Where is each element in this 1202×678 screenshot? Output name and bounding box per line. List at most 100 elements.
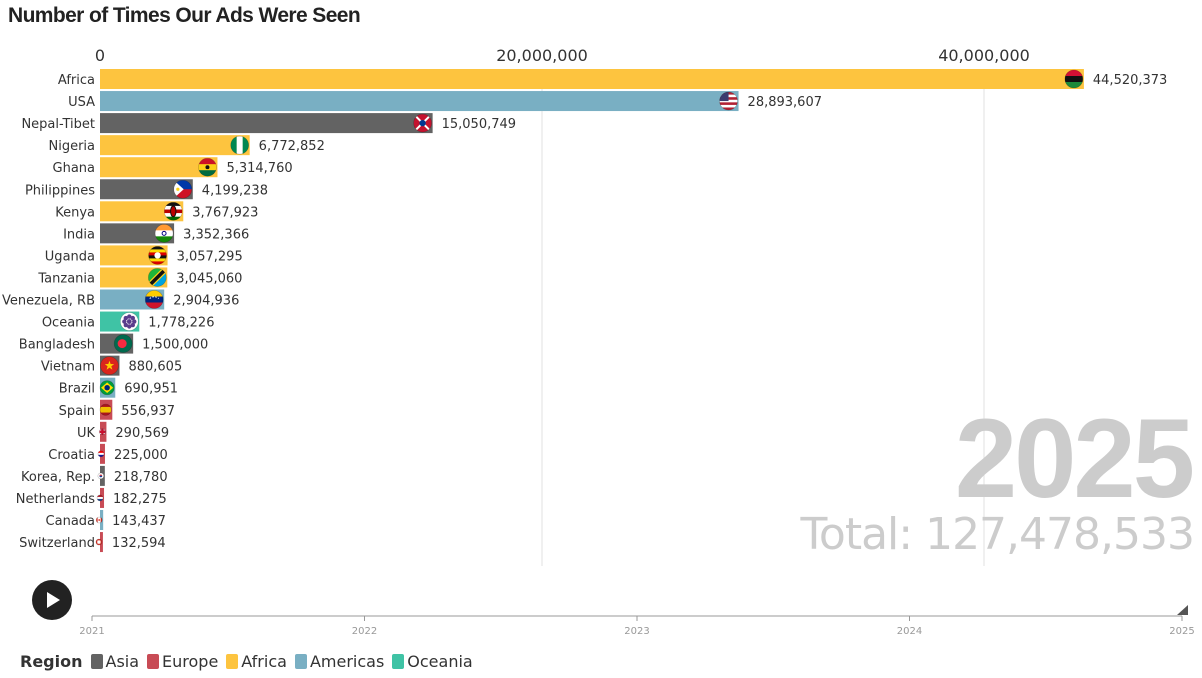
- category-label: Philippines: [25, 183, 95, 198]
- value-label: 4,199,238: [202, 183, 268, 198]
- bar-nepal-tibet: [100, 113, 433, 134]
- uk-flag-icon: [99, 428, 106, 436]
- timeline-tick-label: 2022: [352, 626, 377, 637]
- value-label: 44,520,373: [1093, 73, 1167, 88]
- bar-africa: [100, 69, 1084, 89]
- category-label: Croatia: [48, 448, 95, 463]
- tanzania-flag-icon: [147, 268, 167, 287]
- bar-row-africa: Africa 44,520,373: [58, 69, 1167, 89]
- x-axis: 0 20,000,000 40,000,000: [95, 46, 1030, 65]
- year-label: 2025: [955, 396, 1193, 521]
- legend-item-africa[interactable]: Africa: [226, 652, 287, 671]
- legend: Region Asia Europe Africa Americas Oceania: [20, 652, 481, 671]
- category-label: Oceania: [42, 316, 95, 331]
- vietnam-flag-icon: [100, 356, 119, 375]
- legend-label: Americas: [309, 652, 385, 671]
- category-label: Spain: [59, 404, 95, 419]
- timeline-tick-label: 2023: [624, 626, 649, 637]
- bar-row-canada: Canada 143,437: [46, 510, 166, 530]
- legend-item-oceania[interactable]: Oceania: [392, 652, 473, 671]
- bar-row-venezuela-rb: Venezuela, RB 2,904,936: [2, 289, 239, 310]
- category-label: Korea, Rep.: [21, 470, 95, 485]
- kenya-flag-icon: [163, 202, 183, 221]
- category-label: Africa: [58, 73, 95, 88]
- timeline-tick-label: 2025: [1169, 626, 1194, 637]
- bar-row-vietnam: Vietnam 880,605: [41, 355, 182, 376]
- x-tick-label: 0: [95, 46, 105, 65]
- category-label: Netherlands: [16, 492, 95, 507]
- value-label: 2,904,936: [173, 294, 239, 309]
- bar-row-philippines: Philippines 4,199,238: [25, 179, 268, 200]
- canada-flag-icon: [95, 516, 103, 524]
- bar-row-india: India 3,352,366: [63, 223, 249, 244]
- bar-row-croatia: Croatia 225,000: [48, 443, 168, 464]
- category-label: Vietnam: [41, 360, 95, 375]
- legend-label: Africa: [241, 652, 287, 671]
- x-tick-label: 40,000,000: [938, 46, 1030, 65]
- bar-row-kenya: Kenya 3,767,923: [55, 201, 258, 222]
- timeline-tick-label: 2024: [897, 626, 922, 637]
- india-flag-icon: [154, 224, 174, 243]
- legend-label: Oceania: [407, 652, 473, 671]
- legend-item-americas[interactable]: Americas: [294, 652, 385, 671]
- category-label: India: [63, 227, 95, 242]
- croatia-flag-icon: [97, 450, 105, 458]
- usa-flag-icon: [719, 91, 738, 111]
- uganda-flag-icon: [148, 246, 167, 265]
- value-label: 28,893,607: [748, 95, 822, 110]
- bar-nigeria: [100, 135, 250, 156]
- bar-row-tanzania: Tanzania 3,045,060: [37, 267, 242, 288]
- legend-swatch: [147, 654, 160, 669]
- venezuela-flag-icon: [144, 290, 164, 309]
- category-label: Tanzania: [37, 271, 95, 286]
- legend-item-asia[interactable]: Asia: [90, 652, 140, 671]
- brazil-flag-icon: [99, 380, 115, 396]
- legend-swatch: [226, 654, 239, 669]
- legend-swatch: [294, 654, 307, 669]
- timeline-tick-label: 2021: [79, 626, 104, 637]
- value-label: 556,937: [121, 404, 175, 419]
- philippines-flag-icon: [173, 179, 193, 199]
- bar-chart: 0 20,000,000 40,000,000 2025 Total: 127,47…: [2, 46, 1196, 567]
- bar-usa: [100, 91, 739, 112]
- bar-row-bangladesh: Bangladesh 1,500,000: [19, 333, 208, 354]
- category-label: UK: [77, 426, 96, 441]
- x-tick-label: 20,000,000: [496, 46, 588, 65]
- category-label: Nigeria: [48, 139, 95, 154]
- legend-item-europe[interactable]: Europe: [147, 652, 218, 671]
- chart-title: Number of Times Our Ads Were Seen: [8, 4, 361, 27]
- bar-kenya: [100, 201, 184, 222]
- category-label: Nepal-Tibet: [21, 117, 95, 132]
- value-label: 290,569: [115, 426, 169, 441]
- category-label: Canada: [46, 514, 95, 529]
- ghana-flag-icon: [198, 157, 217, 177]
- nepal-tibet-flag-icon: [413, 113, 432, 133]
- bar-row-nepal-tibet: Nepal-Tibet 15,050,749: [21, 113, 516, 134]
- korea-flag-icon: [97, 472, 105, 480]
- value-label: 225,000: [114, 448, 168, 463]
- value-label: 1,778,226: [148, 316, 214, 331]
- bar-row-usa: USA 28,893,607: [68, 91, 822, 112]
- category-label: Ghana: [53, 161, 96, 176]
- pan-african-flag-icon: [1064, 69, 1084, 89]
- legend-label: Asia: [105, 652, 140, 671]
- oceania-flag-icon: [119, 312, 139, 331]
- bar-row-korea-rep: Korea, Rep. 218,780: [21, 465, 168, 486]
- nigeria-flag-icon: [230, 135, 249, 155]
- legend-label: Europe: [162, 652, 219, 671]
- category-label: Switzerland: [19, 536, 95, 551]
- value-label: 3,057,295: [177, 249, 243, 264]
- category-label: Venezuela, RB: [2, 294, 95, 309]
- play-button[interactable]: [32, 580, 72, 620]
- value-label: 143,437: [112, 514, 166, 529]
- value-label: 132,594: [112, 536, 166, 551]
- value-label: 690,951: [124, 382, 178, 397]
- value-label: 880,605: [128, 360, 182, 375]
- timeline-handle[interactable]: [1177, 605, 1188, 615]
- timeline-slider[interactable]: 2021 2022 2023 2024 2025: [0, 570, 1202, 642]
- play-icon: [47, 592, 60, 608]
- bar-row-ghana: Ghana 5,314,760: [53, 157, 293, 178]
- category-label: USA: [68, 95, 95, 110]
- bar-row-netherlands: Netherlands 182,275: [16, 487, 167, 508]
- bar-row-uganda: Uganda 3,057,295: [45, 245, 243, 266]
